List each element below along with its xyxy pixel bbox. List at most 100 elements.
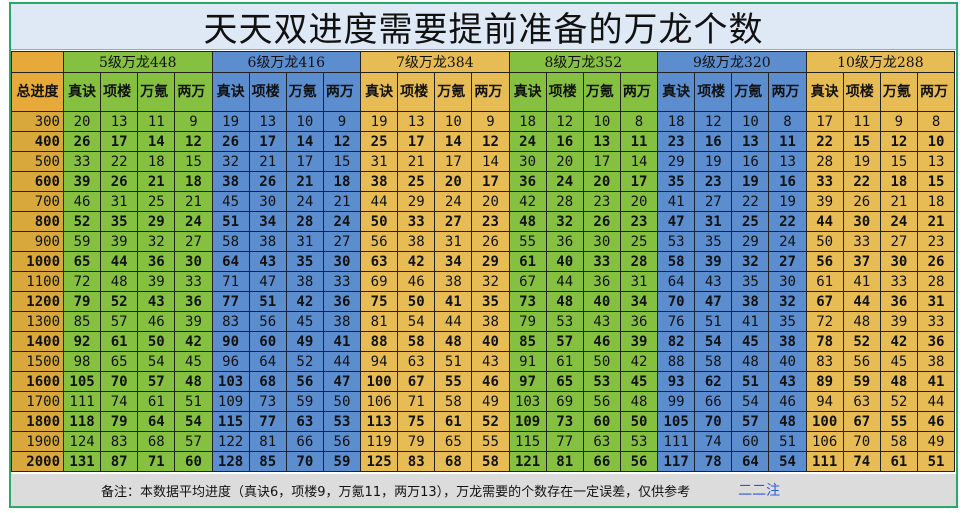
- value-cell: 33: [62, 151, 102, 172]
- value-cell: 20: [619, 191, 659, 212]
- value-cell: 59: [62, 231, 102, 252]
- value-cell: 53: [657, 231, 696, 252]
- value-cell: 35: [285, 251, 324, 272]
- column-header: 项楼: [694, 72, 733, 112]
- value-cell: 43: [582, 311, 621, 332]
- value-cell: 8: [768, 111, 807, 132]
- value-cell: 24: [285, 191, 324, 212]
- value-cell: 56: [285, 371, 324, 392]
- value-cell: 63: [842, 391, 881, 412]
- value-cell: 128: [211, 451, 250, 472]
- value-cell: 38: [434, 271, 473, 292]
- value-cell: 45: [619, 371, 659, 392]
- value-cell: 70: [657, 291, 696, 312]
- value-cell: 52: [471, 411, 510, 432]
- value-cell: 83: [100, 431, 139, 452]
- value-cell: 18: [508, 111, 547, 132]
- value-cell: 21: [285, 171, 324, 192]
- value-cell: 15: [916, 171, 956, 192]
- value-cell: 81: [248, 431, 287, 452]
- value-cell: 88: [360, 331, 399, 352]
- value-cell: 83: [397, 451, 436, 472]
- value-cell: 52: [100, 291, 139, 312]
- value-cell: 77: [211, 291, 250, 312]
- value-cell: 55: [508, 231, 547, 252]
- value-cell: 47: [322, 371, 362, 392]
- value-cell: 106: [805, 431, 844, 452]
- value-cell: 11: [768, 131, 807, 152]
- value-cell: 46: [471, 371, 510, 392]
- value-cell: 53: [582, 371, 621, 392]
- column-header: 两万: [471, 72, 510, 112]
- value-cell: 79: [397, 431, 436, 452]
- value-cell: 39: [619, 331, 659, 352]
- value-cell: 74: [100, 391, 139, 412]
- progress-level: 1300: [11, 311, 64, 332]
- value-cell: 75: [360, 291, 399, 312]
- value-cell: 32: [545, 211, 584, 232]
- value-cell: 115: [211, 411, 250, 432]
- value-cell: 73: [508, 291, 547, 312]
- value-cell: 18: [916, 191, 956, 212]
- value-cell: 78: [805, 331, 844, 352]
- value-cell: 18: [174, 171, 213, 192]
- value-cell: 51: [434, 351, 473, 372]
- value-cell: 44: [360, 191, 399, 212]
- value-cell: 38: [360, 171, 399, 192]
- value-cell: 64: [248, 351, 287, 372]
- value-cell: 68: [434, 451, 473, 472]
- value-cell: 18: [322, 171, 362, 192]
- value-cell: 20: [62, 111, 102, 132]
- value-cell: 53: [322, 411, 362, 432]
- value-cell: 67: [508, 271, 547, 292]
- value-cell: 73: [545, 411, 584, 432]
- value-cell: 19: [694, 151, 733, 172]
- value-cell: 33: [174, 271, 213, 292]
- value-cell: 37: [842, 251, 881, 272]
- value-cell: 29: [731, 231, 770, 252]
- value-cell: 19: [211, 111, 250, 132]
- value-cell: 117: [657, 451, 696, 472]
- value-cell: 38: [285, 271, 324, 292]
- value-cell: 23: [916, 231, 956, 252]
- group-header: 10级万龙288: [805, 51, 956, 73]
- value-cell: 93: [657, 371, 696, 392]
- value-cell: 35: [768, 311, 807, 332]
- value-cell: 69: [545, 391, 584, 412]
- value-cell: 17: [100, 131, 139, 152]
- value-cell: 74: [842, 451, 881, 472]
- value-cell: 70: [842, 431, 881, 452]
- value-cell: 32: [137, 231, 176, 252]
- value-cell: 52: [879, 391, 918, 412]
- value-cell: 36: [879, 291, 918, 312]
- value-cell: 51: [916, 451, 956, 472]
- value-cell: 19: [842, 151, 881, 172]
- value-cell: 68: [137, 431, 176, 452]
- value-cell: 24: [545, 171, 584, 192]
- value-cell: 48: [174, 371, 213, 392]
- value-cell: 36: [582, 271, 621, 292]
- value-cell: 40: [768, 351, 807, 372]
- value-cell: 30: [582, 231, 621, 252]
- value-cell: 52: [62, 211, 102, 232]
- value-cell: 61: [100, 331, 139, 352]
- value-cell: 41: [657, 191, 696, 212]
- value-cell: 45: [174, 351, 213, 372]
- value-cell: 48: [545, 291, 584, 312]
- value-cell: 16: [731, 151, 770, 172]
- value-cell: 23: [619, 211, 659, 232]
- value-cell: 44: [805, 211, 844, 232]
- progress-level: 2000: [11, 451, 64, 472]
- value-cell: 41: [842, 271, 881, 292]
- value-cell: 64: [731, 451, 770, 472]
- value-cell: 50: [619, 411, 659, 432]
- value-cell: 100: [360, 371, 399, 392]
- value-cell: 17: [582, 151, 621, 172]
- value-cell: 28: [545, 191, 584, 212]
- value-cell: 43: [137, 291, 176, 312]
- value-cell: 11: [137, 111, 176, 132]
- value-cell: 57: [731, 411, 770, 432]
- value-cell: 29: [657, 151, 696, 172]
- value-cell: 13: [916, 151, 956, 172]
- value-cell: 17: [471, 171, 510, 192]
